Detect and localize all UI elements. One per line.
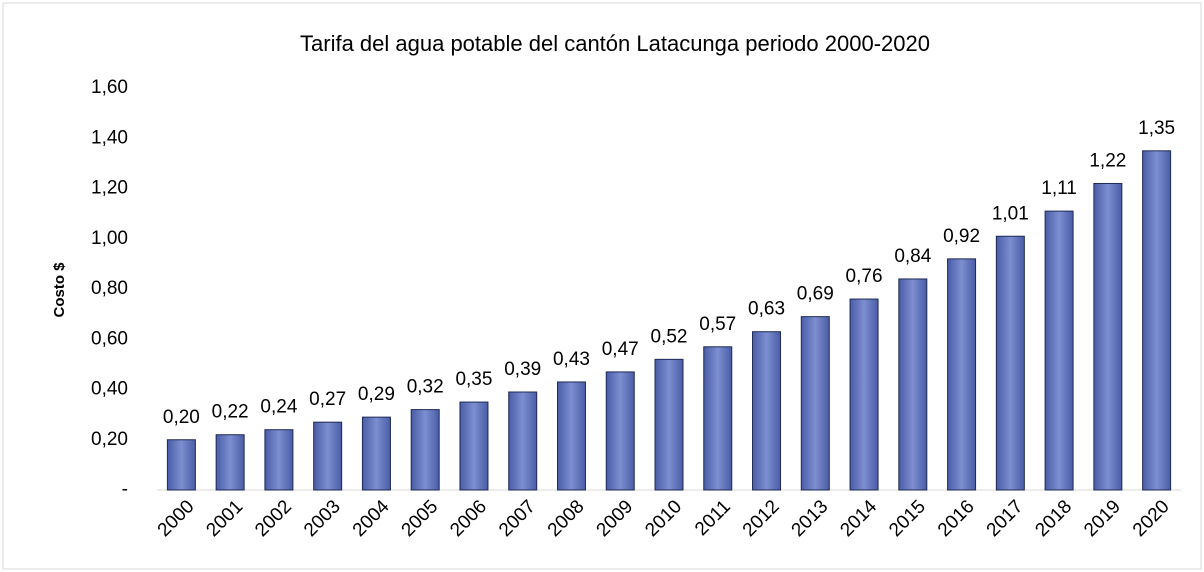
y-tick-label: 0,20 xyxy=(91,429,128,450)
data-label: 1,01 xyxy=(992,203,1029,224)
y-tick-label: 1,20 xyxy=(91,178,128,199)
data-label: 0,27 xyxy=(309,389,346,410)
bar xyxy=(654,358,684,491)
bar xyxy=(556,381,586,491)
bar xyxy=(995,235,1025,491)
bar xyxy=(264,429,294,491)
bar xyxy=(849,298,879,491)
data-label: 0,84 xyxy=(894,246,931,267)
data-label: 0,29 xyxy=(358,384,395,405)
data-label: 0,43 xyxy=(553,349,590,370)
chart-title: Tarifa del agua potable del cantón Latac… xyxy=(300,31,930,56)
bar xyxy=(800,316,830,491)
y-axis-label: Costo $ xyxy=(51,262,68,318)
y-tick-label: 1,60 xyxy=(91,77,128,98)
bar xyxy=(508,391,538,491)
data-label: 0,24 xyxy=(260,397,297,418)
bar xyxy=(166,439,196,491)
y-tick-label: 1,00 xyxy=(91,228,128,249)
data-label: 0,39 xyxy=(504,359,541,380)
bar xyxy=(313,421,343,491)
y-tick-label: 0,60 xyxy=(91,328,128,349)
bar xyxy=(361,416,391,491)
bar xyxy=(605,371,635,491)
data-label: 0,47 xyxy=(602,339,639,360)
data-label: 0,69 xyxy=(797,284,834,305)
y-tick-label: - xyxy=(122,479,128,500)
bar xyxy=(1044,210,1074,491)
bar xyxy=(947,258,977,491)
data-label: 1,22 xyxy=(1089,150,1126,171)
bar xyxy=(215,434,245,491)
bar xyxy=(410,409,440,491)
data-label: 0,52 xyxy=(651,326,688,347)
data-label: 0,76 xyxy=(846,266,883,287)
y-tick-label: 0,40 xyxy=(91,379,128,400)
data-label: 0,63 xyxy=(748,299,785,320)
data-label: 1,35 xyxy=(1138,118,1175,139)
y-tick-label: 1,40 xyxy=(91,127,128,148)
bar xyxy=(703,346,733,491)
bar xyxy=(459,401,489,491)
data-label: 0,20 xyxy=(163,407,200,428)
bar xyxy=(898,278,928,491)
data-label: 0,35 xyxy=(455,369,492,390)
bar xyxy=(1093,182,1123,491)
data-label: 0,32 xyxy=(407,377,444,398)
bar xyxy=(1142,150,1172,491)
y-tick-label: 0,80 xyxy=(91,278,128,299)
data-label: 0,92 xyxy=(943,226,980,247)
data-label: 1,11 xyxy=(1041,178,1077,199)
bar xyxy=(752,331,782,491)
data-label: 0,57 xyxy=(699,314,736,335)
data-label: 0,22 xyxy=(212,402,249,423)
